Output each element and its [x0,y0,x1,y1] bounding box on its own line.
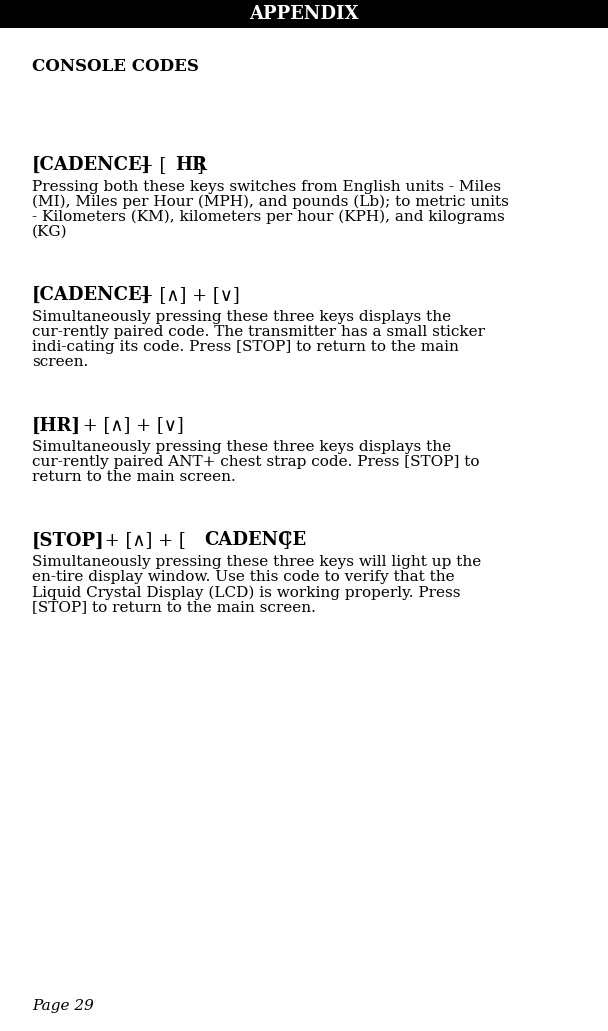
Bar [0,0,608,28]
Text: [HR]: [HR] [32,417,81,434]
Text: - Kilometers (KM), kilometers per hour (KPH), and kilograms: - Kilometers (KM), kilometers per hour (… [32,210,505,225]
Text: [STOP]: [STOP] [32,531,105,550]
Text: + [∧] + [: + [∧] + [ [99,531,186,550]
Text: Simultaneously pressing these three keys will light up the: Simultaneously pressing these three keys… [32,555,482,569]
Text: HR: HR [174,156,207,174]
Text: (MI), Miles per Hour (MPH), and pounds (Lb); to metric units: (MI), Miles per Hour (MPH), and pounds (… [32,195,509,209]
Text: [CADENCE]: [CADENCE] [32,156,151,174]
Text: ]: ] [197,156,204,174]
Text: Liquid Crystal Display (LCD) is working properly. Press: Liquid Crystal Display (LCD) is working … [32,586,460,600]
Text: indi-cating its code. Press [STOP] to return to the main: indi-cating its code. Press [STOP] to re… [32,340,459,354]
Text: + [∧] + [∨]: + [∧] + [∨] [133,287,240,304]
Text: en-tire display window. Use this code to verify that the: en-tire display window. Use this code to… [32,570,455,585]
Text: Pressing both these keys switches from English units - Miles: Pressing both these keys switches from E… [32,179,501,194]
Text: return to the main screen.: return to the main screen. [32,470,236,485]
Text: ]: ] [282,531,289,550]
Text: APPENDIX: APPENDIX [249,5,359,23]
Text: CADENCE: CADENCE [204,531,306,550]
Text: Simultaneously pressing these three keys displays the: Simultaneously pressing these three keys… [32,440,451,454]
Text: cur-rently paired ANT+ chest strap code. Press [STOP] to: cur-rently paired ANT+ chest strap code.… [32,455,480,469]
Text: [STOP] to return to the main screen.: [STOP] to return to the main screen. [32,600,316,614]
Text: (KG): (KG) [32,225,67,239]
Text: screen.: screen. [32,356,88,369]
Text: Simultaneously pressing these three keys displays the: Simultaneously pressing these three keys… [32,309,451,324]
Text: Page 29: Page 29 [32,999,94,1013]
Text: cur-rently paired code. The transmitter has a small sticker: cur-rently paired code. The transmitter … [32,325,485,339]
Text: + [∧] + [∨]: + [∧] + [∨] [77,417,184,434]
Text: CONSOLE CODES: CONSOLE CODES [32,58,199,75]
Text: + [: + [ [133,156,166,174]
Text: [CADENCE]: [CADENCE] [32,287,151,304]
